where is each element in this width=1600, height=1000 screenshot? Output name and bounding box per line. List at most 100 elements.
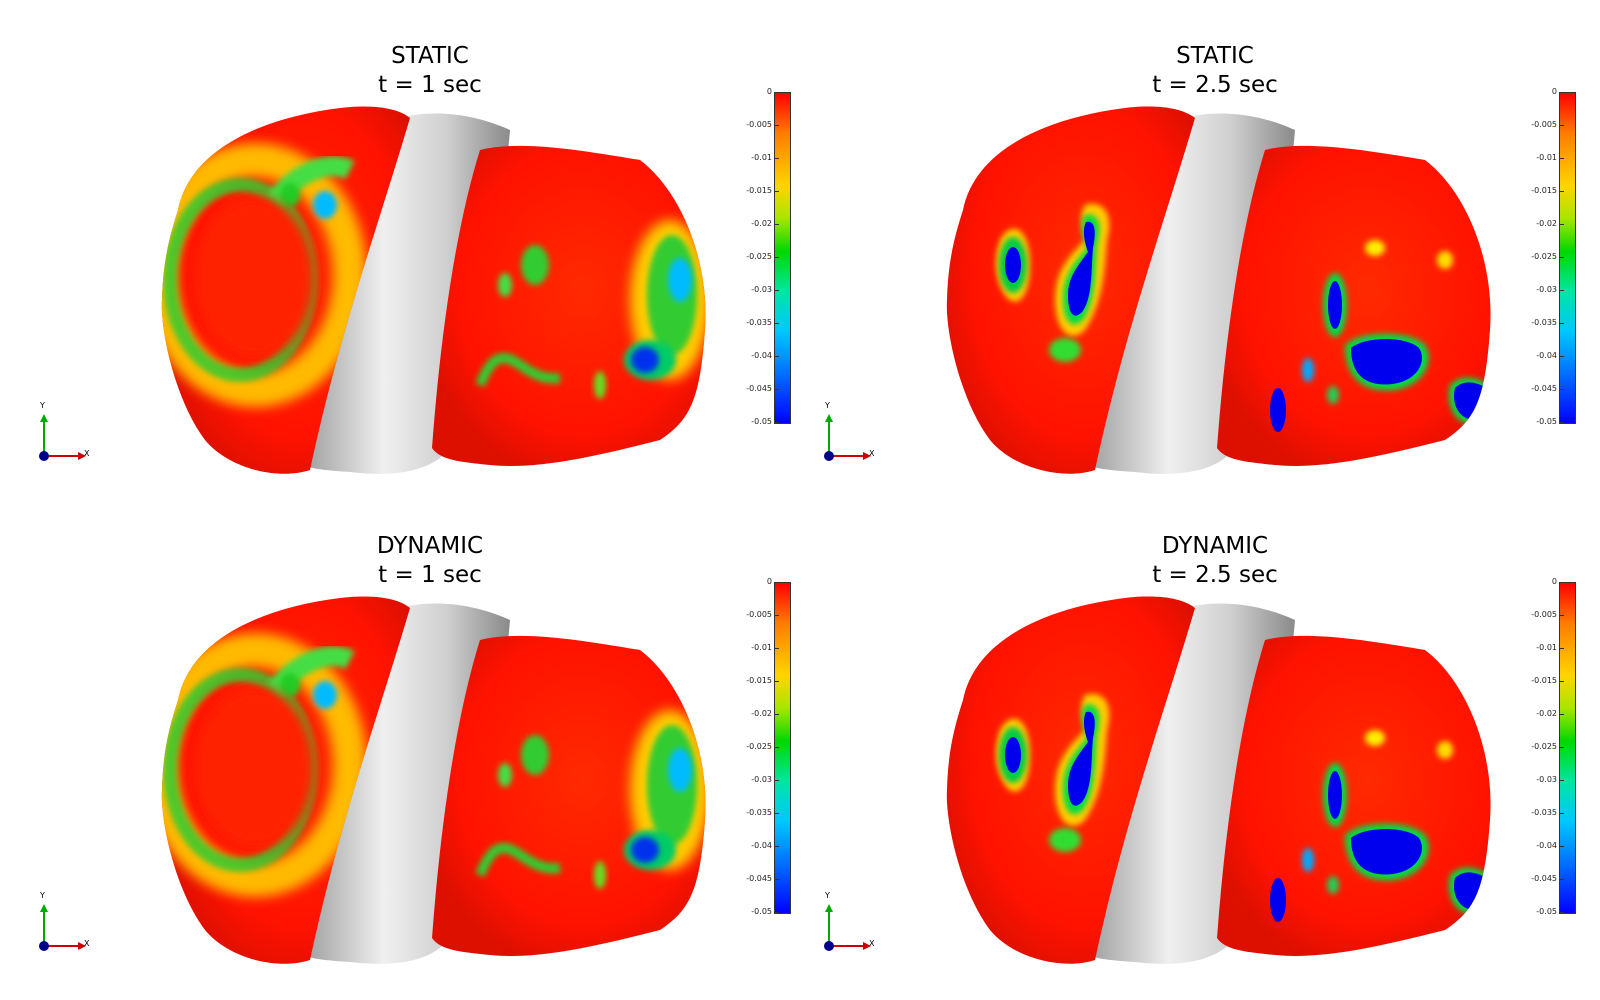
axis-triad [824,414,871,461]
colorbar-tick-mark [774,323,779,324]
colorbar-tick-label: -0.025 [1531,742,1557,751]
colorbar-tick-label: -0.02 [751,709,772,718]
colorbar-tick-label: -0.05 [751,907,772,916]
colorbar-tick-mark [774,714,779,715]
colorbar-tick-mark [1559,158,1564,159]
colorbar-tick-mark [1559,912,1564,913]
panel-title: STATIC t = 2.5 sec [785,42,1600,100]
colorbar-tick-label: -0.005 [1531,120,1557,129]
colorbar-tick-label: -0.045 [1531,384,1557,393]
axis-x-label: X [84,449,90,458]
colorbar-tick-label: -0.005 [1531,610,1557,619]
colorbar-tick-label: -0.03 [751,775,772,784]
colorbar-tick-label: -0.03 [1536,775,1557,784]
colorbar-tick-label: -0.045 [746,384,772,393]
result-panel: STATIC t = 2.5 sec Y X 0 -0.005 -0.01 -0.015 -0.… [785,0,1585,500]
colorbar-tick-mark [1559,846,1564,847]
colorbar-tick-mark [1559,356,1564,357]
colorbar-tick-label: -0.045 [746,874,772,883]
axis-y-label: Y [825,401,830,410]
colorbar-tick-label: -0.025 [746,742,772,751]
panel-title-time: t = 1 sec [378,562,482,588]
colorbar-tick-label: -0.02 [1536,219,1557,228]
colorbar-tick-mark [774,92,779,93]
result-panel: DYNAMIC t = 2.5 sec Y X 0 -0.005 -0.01 -0.015 -0… [785,490,1585,990]
colorbar-tick-mark [1559,290,1564,291]
colorbar-tick-mark [1559,389,1564,390]
colorbar-tick-mark [1559,648,1564,649]
colorbar-tick-label: -0.015 [1531,186,1557,195]
panel-title-time: t = 2.5 sec [1152,562,1278,588]
colorbar-tick-mark [774,356,779,357]
colorbar-tick-label: -0.01 [1536,153,1557,162]
colorbar-tick-mark [774,582,779,583]
colorbar-tick-mark [1559,257,1564,258]
panel-title-case: STATIC [391,43,469,69]
colorbar-tick-label: -0.03 [751,285,772,294]
axis-triad [39,414,86,461]
axis-x-label: X [869,939,875,948]
colorbar-tick-label: -0.005 [746,610,772,619]
colorbar-tick-mark [774,290,779,291]
colorbar-tick-mark [774,648,779,649]
right-condyle-surface [432,635,706,956]
mesh-view [39,106,706,474]
colorbar-tick-mark [1559,780,1564,781]
colorbar-tick-mark [1559,582,1564,583]
colorbar-tick-label: -0.025 [746,252,772,261]
colorbar-tick-label: -0.04 [1536,351,1557,360]
panel-title-case: DYNAMIC [1161,533,1269,559]
colorbar-tick-label: -0.05 [751,417,772,426]
colorbar-tick-label: -0.035 [746,808,772,817]
colorbar [774,582,791,914]
colorbar-tick-label: 0 [1551,87,1557,96]
axis-y-label: Y [825,891,830,900]
colorbar [1559,92,1576,424]
right-condyle-surface [432,145,706,466]
panel-title: DYNAMIC t = 2.5 sec [785,532,1600,590]
colorbar-tick-label: -0.04 [751,841,772,850]
axis-x-label: X [869,449,875,458]
colorbar-tick-mark [1559,191,1564,192]
colorbar-tick-label: -0.035 [1531,318,1557,327]
colorbar-tick-label: -0.015 [746,676,772,685]
colorbar-tick-mark [774,912,779,913]
colorbar-tick-label: -0.05 [1536,907,1557,916]
colorbar-tick-label: -0.04 [751,351,772,360]
colorbar-tick-label: -0.015 [1531,676,1557,685]
colorbar-tick-label: -0.04 [1536,841,1557,850]
panel-title-time: t = 2.5 sec [1152,72,1278,98]
colorbar-tick-mark [1559,714,1564,715]
colorbar-tick-label: -0.01 [1536,643,1557,652]
colorbar-tick-mark [774,615,779,616]
colorbar-tick-label: -0.045 [1531,874,1557,883]
colorbar-tick-mark [774,879,779,880]
result-panel: STATIC t = 1 sec Y X 0 -0.005 -0.01 -0.015 -0.02… [0,0,800,500]
axis-y-label: Y [40,401,45,410]
colorbar-tick-mark [774,257,779,258]
colorbar-tick-mark [1559,323,1564,324]
mesh-view [39,596,706,964]
colorbar-tick-mark [1559,615,1564,616]
axis-x-label: X [84,939,90,948]
colorbar-tick-mark [774,125,779,126]
colorbar-tick-mark [774,389,779,390]
axis-triad [824,904,871,951]
colorbar-tick-mark [1559,681,1564,682]
colorbar-tick-mark [774,224,779,225]
panel-title: DYNAMIC t = 1 sec [0,532,860,590]
colorbar-tick-label: -0.03 [1536,285,1557,294]
mesh-view [824,106,1491,474]
axis-triad [39,904,86,951]
colorbar-tick-mark [774,813,779,814]
colorbar-tick-label: 0 [766,87,772,96]
colorbar-tick-label: -0.035 [1531,808,1557,817]
right-condyle-surface [1217,145,1491,466]
colorbar-tick-mark [1559,747,1564,748]
result-panel: DYNAMIC t = 1 sec Y X 0 -0.005 -0.01 -0.015 -0.0… [0,490,800,990]
colorbar [1559,582,1576,914]
colorbar [774,92,791,424]
axis-y-label: Y [40,891,45,900]
panel-title-time: t = 1 sec [378,72,482,98]
colorbar-tick-mark [774,191,779,192]
